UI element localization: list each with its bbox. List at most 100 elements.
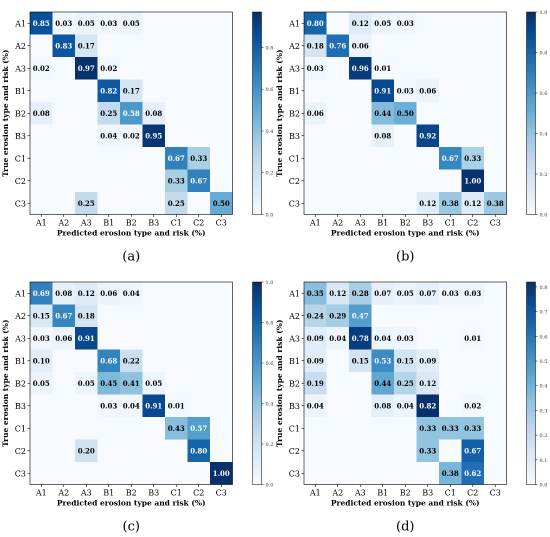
y-tick-label: C3: [15, 469, 26, 478]
colorbar-tick-label: 0.5: [540, 359, 548, 365]
x-tick-label: B3: [148, 489, 159, 498]
heatmap-cell: [349, 12, 372, 35]
heatmap-cell: [165, 147, 188, 170]
heatmap-cell: [416, 439, 439, 462]
heatmap-cell: [326, 304, 349, 327]
cell-label: 0.12: [352, 19, 369, 28]
cell-label: 0.28: [352, 289, 369, 298]
cell-label: 0.08: [374, 131, 391, 140]
x-tick-label: A3: [354, 489, 366, 498]
x-axis-label: Predicted erosion type and risk (%): [57, 499, 206, 508]
heatmap-cell: [304, 349, 327, 372]
heatmap-cell: [349, 57, 372, 80]
cell-label: 0.12: [329, 289, 346, 298]
y-tick-label: C2: [289, 177, 300, 186]
heatmap-panel-b: 0.80 0.12 0.05 0.030.18 0.76 0.060.03 0.96 0.01…: [275, 10, 547, 265]
cell-label: 0.17: [78, 41, 95, 50]
cell-label: 0.18: [307, 41, 324, 50]
cell-label: 0.07: [419, 289, 436, 298]
heatmap-cell: [371, 349, 394, 372]
x-tick-label: C3: [490, 219, 501, 228]
colorbar-tick-label: 0.4: [266, 129, 274, 135]
y-tick-label: B1: [15, 357, 26, 366]
heatmap-cell: [52, 34, 75, 57]
heatmap-cell: [349, 349, 372, 372]
cell-label: 0.67: [55, 311, 72, 320]
y-tick-label: A3: [288, 64, 300, 73]
heatmap-cell: [120, 282, 143, 305]
colorbar-tick-label: 0.0: [540, 213, 548, 219]
heatmap-cell: [416, 192, 439, 215]
cell-label: 0.53: [374, 356, 391, 365]
heatmap-cell: [394, 372, 417, 395]
y-tick-label: C1: [15, 424, 26, 433]
cell-label: 0.03: [307, 64, 324, 73]
cell-label: 0.25: [78, 199, 95, 208]
cell-label: 0.96: [352, 64, 369, 73]
heatmap-cell: [210, 192, 233, 215]
colorbar-tick-label: 0.3: [540, 408, 548, 414]
heatmap-cell: [371, 12, 394, 35]
heatmap-panel-d: 0.35 0.12 0.28 0.07 0.05 0.07 0.03 0.03 0.24 0.29…: [275, 281, 548, 535]
heatmap-cell: [394, 394, 417, 417]
cell-label: 0.04: [123, 289, 140, 298]
cell-label: 0.06: [352, 41, 369, 50]
heatmap-cell: [142, 394, 165, 417]
colorbar-tick-label: 0.0: [266, 483, 274, 489]
cell-label: 0.57: [190, 424, 207, 433]
colorbar: [252, 11, 262, 215]
cell-label: 0.58: [123, 109, 140, 118]
x-tick-label: A1: [35, 219, 47, 228]
cell-label: 0.85: [33, 19, 50, 28]
heatmap-cell: [394, 327, 417, 350]
heatmap-cell: [75, 192, 98, 215]
heatmap-cell: [304, 12, 327, 35]
cell-label: 0.50: [397, 109, 414, 118]
cell-label: 1.00: [464, 176, 481, 185]
cell-label: 0.02: [33, 64, 50, 73]
cell-label: 0.19: [307, 379, 324, 388]
y-tick-label: A2: [14, 42, 26, 51]
cell-label: 0.33: [464, 424, 481, 433]
heatmap-cell: [349, 327, 372, 350]
heatmap-cell: [97, 124, 120, 147]
x-tick-label: C3: [216, 219, 227, 228]
y-tick-label: B3: [15, 132, 26, 141]
cell-label: 0.29: [329, 311, 346, 320]
cell-label: 0.04: [397, 401, 414, 410]
y-tick-label: A2: [14, 312, 26, 321]
heatmap-cell: [326, 34, 349, 57]
heatmap-cell: [187, 417, 210, 440]
x-tick-label: A3: [354, 219, 366, 228]
x-tick-label: C1: [171, 219, 182, 228]
cell-label: 0.04: [374, 334, 391, 343]
cell-label: 0.69: [33, 289, 50, 298]
heatmap-cell: [304, 57, 327, 80]
heatmap-cell: [120, 372, 143, 395]
x-axis-label: Predicted erosion type and risk (%): [331, 229, 480, 238]
heatmap-cell: [304, 372, 327, 395]
x-tick-label: C3: [490, 489, 501, 498]
cell-label: 0.83: [55, 41, 72, 50]
cell-label: 0.01: [374, 64, 391, 73]
cell-label: 0.25: [100, 109, 117, 118]
y-tick-label: A1: [14, 19, 26, 28]
cell-label: 0.12: [78, 289, 95, 298]
y-tick-label: A2: [288, 312, 300, 321]
y-tick-label: A1: [288, 19, 300, 28]
heatmap-cell: [304, 327, 327, 350]
x-tick-label: A1: [35, 489, 47, 498]
heatmap-cell: [304, 304, 327, 327]
colorbar-tick-label: 0.8: [540, 51, 548, 57]
cell-label: 0.24: [307, 311, 324, 320]
cell-label: 0.01: [464, 334, 481, 343]
panel-caption: (a): [122, 250, 140, 265]
cell-label: 0.33: [442, 424, 459, 433]
heatmap-cell: [30, 349, 53, 372]
y-tick-label: B2: [15, 109, 26, 118]
heatmap-cell: [439, 417, 462, 440]
cell-label: 0.09: [419, 356, 436, 365]
cell-label: 0.05: [78, 19, 95, 28]
cell-label: 0.02: [464, 401, 481, 410]
heatmap-cell: [439, 192, 462, 215]
